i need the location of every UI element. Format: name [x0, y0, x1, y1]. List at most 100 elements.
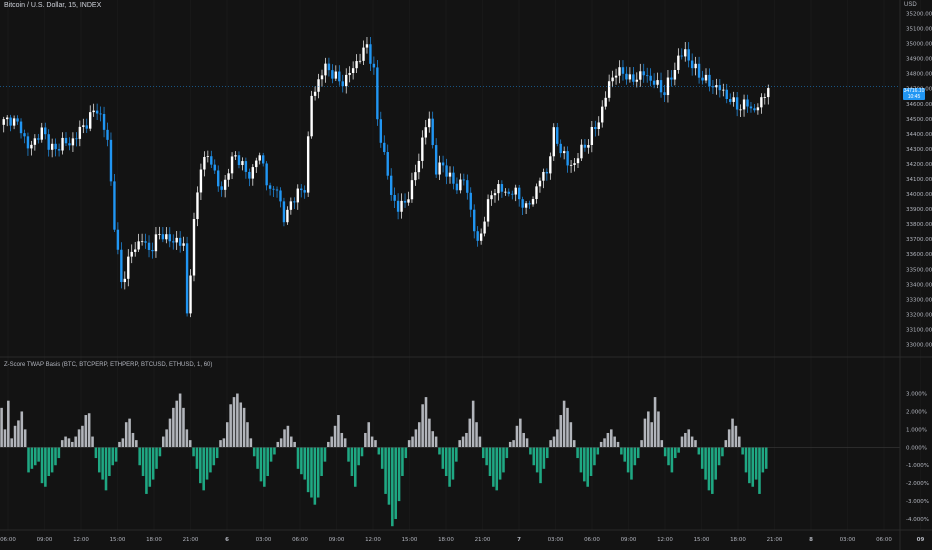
price-tick-label: 33200.00 [906, 312, 932, 318]
histogram-bar [313, 447, 317, 505]
histogram-bar [377, 447, 381, 455]
candle-body [417, 160, 421, 173]
candle-body [348, 72, 351, 75]
candle-body [725, 89, 728, 100]
time-tick-label: 06:00 [0, 537, 16, 543]
histogram-bar [94, 447, 98, 459]
candle-body [386, 152, 389, 176]
histogram-bar [687, 429, 691, 448]
price-tick-label: 34200.00 [906, 162, 932, 168]
candle-body [120, 249, 123, 283]
candle-body [251, 167, 255, 179]
histogram-bar [711, 447, 714, 494]
candle-body [82, 125, 85, 127]
candle-body [282, 201, 286, 223]
histogram-bar [209, 447, 212, 473]
price-tick-label: 33900.00 [906, 207, 932, 213]
candle-body [607, 81, 611, 98]
time-tick-label: 06:00 [584, 537, 600, 543]
histogram-bar [488, 447, 492, 476]
time-axis[interactable]: 06:00 09:00 12:00 15:00 18:00 21:00 6 03:00 06:0… [0, 537, 924, 543]
histogram-bar [721, 447, 724, 457]
price-axis[interactable]: 35200.00 35100.00 35000.00 34900.00 34800.00… [906, 12, 932, 349]
histogram-bar [91, 436, 94, 448]
histogram-bar [475, 422, 478, 448]
candle-body [763, 97, 767, 98]
price-tick-label: 33800.00 [906, 222, 932, 228]
time-tick-label: 12:00 [657, 537, 673, 543]
candle-body [642, 71, 645, 76]
histogram-bar [300, 447, 303, 475]
histogram-bar [30, 447, 34, 469]
histogram-bar [7, 400, 10, 448]
indicator-axis[interactable]: 3.000% 2.000% 1.000% 0.000% -1.000% -2.000% -3… [906, 392, 929, 524]
candle-body [459, 179, 462, 191]
candle-body [189, 275, 192, 314]
candle-body [255, 160, 258, 168]
candle-body [524, 203, 528, 208]
time-tick-label: 15:00 [402, 537, 418, 543]
candle-body [296, 188, 299, 203]
candle-body [303, 190, 306, 193]
candle-body [618, 67, 621, 76]
indicator-tick-label: 3.000% [906, 392, 927, 398]
histogram-bar [205, 447, 209, 480]
candle-body [383, 142, 386, 153]
histogram-bar [485, 447, 488, 466]
histogram-bar [350, 447, 354, 476]
histogram-bar [215, 447, 219, 459]
histogram-bar [104, 447, 108, 491]
histogram-bar [199, 447, 202, 484]
candle-body [573, 163, 576, 165]
histogram-bar [697, 447, 701, 455]
histogram-bar [633, 447, 637, 466]
histogram-bar [502, 447, 505, 473]
histogram-bar [680, 436, 684, 448]
histogram-bar [603, 438, 606, 448]
currency-label: USD [904, 2, 917, 8]
time-tick-label: 06:00 [292, 537, 308, 543]
candle-body [538, 180, 542, 187]
candle-body [749, 106, 753, 109]
candle-body [265, 163, 268, 186]
histogram-bar [559, 415, 563, 448]
histogram-bar [165, 429, 168, 448]
symbol-title[interactable]: Bitcoin / U.S. Dollar, 15, INDEX [4, 2, 102, 9]
candle-body [576, 158, 580, 164]
histogram-bar [434, 436, 438, 448]
histogram-bar [306, 447, 310, 493]
price-tick-label: 34800.00 [906, 72, 932, 78]
histogram-bar [431, 431, 435, 448]
histogram-bar [522, 432, 525, 448]
histogram-bar [606, 432, 610, 448]
histogram-bar [323, 447, 327, 462]
candle-body [490, 195, 493, 200]
candle-body [556, 127, 559, 144]
candle-body [175, 237, 178, 243]
candle-body [732, 97, 735, 102]
histogram-bar [737, 436, 741, 448]
histogram-bar [74, 436, 77, 448]
candle-body [61, 137, 64, 151]
candle-body [583, 144, 587, 148]
candle-body [279, 190, 282, 202]
histogram-bar [589, 447, 593, 476]
candle-body [507, 191, 511, 194]
candle-body [729, 99, 732, 102]
histogram-bar [286, 425, 290, 448]
histogram-bar [529, 447, 532, 455]
candle-body [614, 75, 618, 78]
histogram-bar [744, 447, 748, 473]
candle-body [64, 137, 68, 144]
candle-body [165, 234, 168, 240]
histogram-bar [731, 418, 734, 448]
histogram-bar [158, 447, 162, 457]
candle-body [192, 219, 196, 276]
indicator-title[interactable]: Z-Score TWAP Basis (BTC, BTCPERP, ETHPER… [4, 362, 213, 368]
histogram-bar [182, 407, 185, 448]
candle-body [172, 241, 175, 243]
candle-body [102, 114, 106, 130]
histogram-bar [145, 447, 148, 494]
candle-body [317, 79, 320, 92]
